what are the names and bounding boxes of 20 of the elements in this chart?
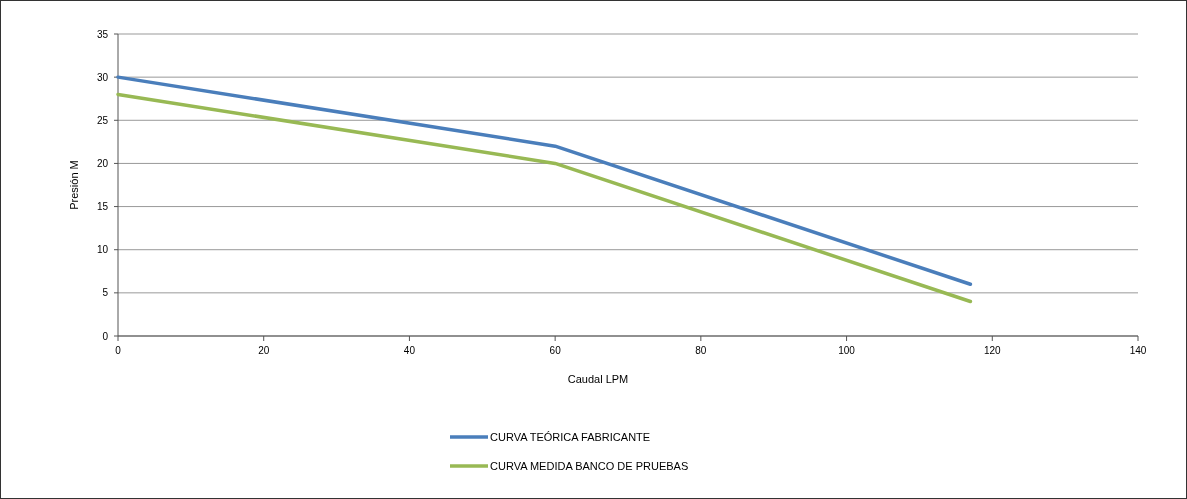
y-tick-label: 15 [96,201,109,213]
x-tick-label: 40 [403,345,416,356]
x-tick-label: 60 [549,345,562,356]
y-tick-label: 30 [96,71,109,83]
x-tick-label: 140 [1129,345,1147,356]
y-tick-label: 5 [102,287,109,299]
x-tick-label: 0 [115,345,122,356]
x-tick-label: 100 [838,345,856,356]
y-axis-title: Presión M [68,160,80,210]
y-tick-label: 35 [96,28,109,40]
x-axis-title: Caudal LPM [567,373,629,385]
x-tick-label: 20 [258,345,270,356]
y-tick-label: 20 [96,157,109,169]
y-tick-label: 0 [102,330,109,342]
x-tick-label: 80 [695,345,707,356]
legend-label: CURVA TEÓRICA FABRICANTE [490,430,651,443]
y-tick-label: 10 [96,244,109,256]
legend-label: CURVA MEDIDA BANCO DE PRUEBAS [490,459,689,472]
y-tick-label: 25 [96,114,109,126]
x-tick-label: 120 [983,345,1002,356]
